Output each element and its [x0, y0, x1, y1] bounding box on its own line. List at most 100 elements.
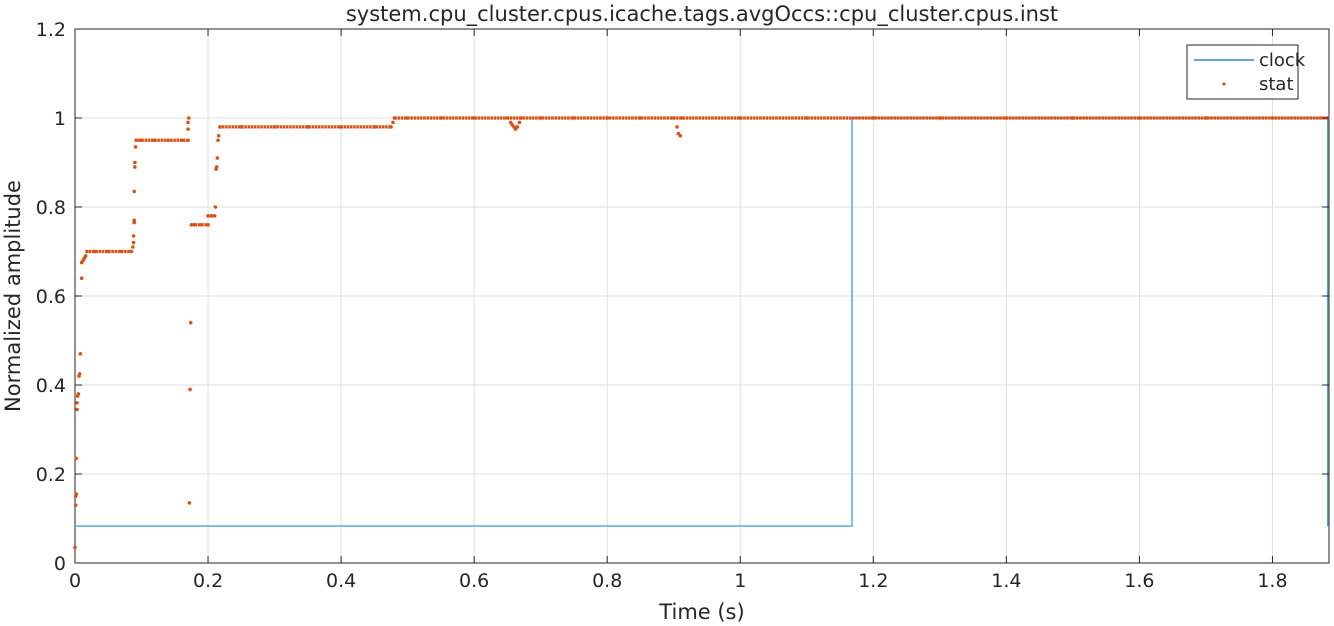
stat-point	[73, 545, 77, 550]
stat-point	[213, 205, 218, 209]
x-tick-label: 1.8	[1257, 570, 1287, 592]
stat-point	[186, 120, 190, 125]
stat-point	[671, 116, 676, 120]
legend-box	[1186, 44, 1299, 100]
x-tick-label: 0	[69, 570, 81, 592]
x-axis-label: Time (s)	[658, 600, 744, 624]
stat-point	[83, 254, 88, 258]
legend-stat-label: stat	[1259, 74, 1294, 95]
stat-point	[214, 165, 219, 169]
stat-point	[679, 116, 684, 120]
stat-point	[134, 138, 139, 143]
stat-point	[1137, 116, 1142, 120]
stat-point	[129, 249, 134, 254]
stat-point	[132, 218, 137, 223]
stat-point	[1204, 116, 1208, 120]
stat-point	[206, 214, 210, 218]
stat-point	[572, 116, 576, 120]
stat-point	[804, 116, 809, 120]
stat-point	[392, 116, 397, 120]
stat-point	[187, 501, 192, 505]
x-tick-label: 0.6	[459, 570, 489, 592]
legend-clock-label: clock	[1259, 50, 1306, 71]
stat-point	[605, 116, 610, 120]
stat-point	[206, 223, 210, 227]
stat-point	[153, 138, 157, 143]
stat-point	[515, 125, 520, 129]
stat-point	[133, 160, 137, 165]
y-tick-label: 0.2	[36, 464, 66, 486]
x-tick-label: 1.2	[858, 570, 888, 592]
chart-title: system.cpu_cluster.cpus.icache.tags.avgO…	[346, 2, 1058, 27]
stat-point	[517, 120, 522, 125]
stat-point	[209, 214, 214, 218]
stat-point	[119, 249, 124, 254]
series-layer	[73, 116, 1330, 550]
stat-point	[74, 492, 79, 496]
stat-point	[93, 249, 97, 254]
stat-point	[77, 372, 82, 376]
x-tick-label: 0.2	[193, 570, 223, 592]
stat-point	[166, 138, 170, 143]
y-tick-label: 0	[54, 553, 66, 575]
stat-point	[678, 134, 683, 138]
stat-point	[405, 116, 410, 120]
x-tick-label: 0.4	[326, 570, 356, 592]
stat-point	[518, 116, 523, 120]
stat-point	[74, 456, 79, 461]
stat-point	[505, 116, 510, 120]
y-tick-label: 1.2	[36, 19, 66, 41]
stat-point	[133, 165, 137, 169]
stat-point	[106, 249, 111, 254]
stat-point	[638, 116, 643, 120]
stat-point	[938, 116, 942, 120]
x-tick-label: 1.6	[1124, 570, 1154, 592]
stat-point	[131, 234, 136, 238]
stat-point	[75, 401, 79, 405]
axis-ticks: 0 0.2 0.4 0.6 0.8 1 1.2 1.4 1.6 1.8 0 0.2 0.4 0.6 0.8 1…	[36, 19, 1329, 592]
x-tick-label: 1	[734, 570, 746, 592]
stat-point	[212, 214, 217, 218]
stat-point	[218, 125, 222, 129]
stat-point	[538, 116, 543, 120]
stat-point	[188, 387, 192, 392]
y-tick-label: 0.4	[36, 375, 66, 397]
stat-point	[272, 125, 277, 129]
stat-point	[239, 125, 244, 129]
stat-point	[186, 127, 190, 131]
stat-point	[132, 189, 137, 194]
y-axis-label: Normalized amplitude	[1, 180, 25, 412]
stat-point	[131, 245, 135, 249]
stat-point	[192, 223, 197, 227]
stat-point	[139, 138, 144, 143]
stat-point	[133, 145, 138, 149]
stat-point	[339, 125, 343, 129]
stat-point	[391, 120, 395, 125]
stat-point	[85, 249, 89, 254]
stat-point	[1270, 116, 1275, 120]
stat-point	[215, 156, 220, 160]
stat-point	[78, 352, 83, 356]
stat-point	[199, 223, 204, 227]
stat-point	[75, 407, 79, 412]
stat-point	[738, 116, 743, 120]
stat-point	[179, 138, 184, 143]
y-tick-label: 0.8	[36, 197, 66, 219]
stat-point	[189, 223, 194, 227]
stat-point	[73, 503, 78, 507]
stat-point	[372, 125, 377, 129]
stat-point	[188, 320, 193, 325]
stat-point	[439, 116, 443, 120]
stat-point	[1004, 116, 1009, 120]
stat-point	[216, 134, 221, 138]
x-tick-label: 0.8	[592, 570, 622, 592]
stat-point	[675, 125, 679, 129]
stat-point	[306, 125, 310, 129]
x-tick-label: 1.4	[991, 570, 1021, 592]
stat-point	[186, 138, 190, 143]
stat-point	[871, 116, 876, 120]
stat-point	[131, 240, 136, 245]
stat-point	[1071, 116, 1075, 120]
